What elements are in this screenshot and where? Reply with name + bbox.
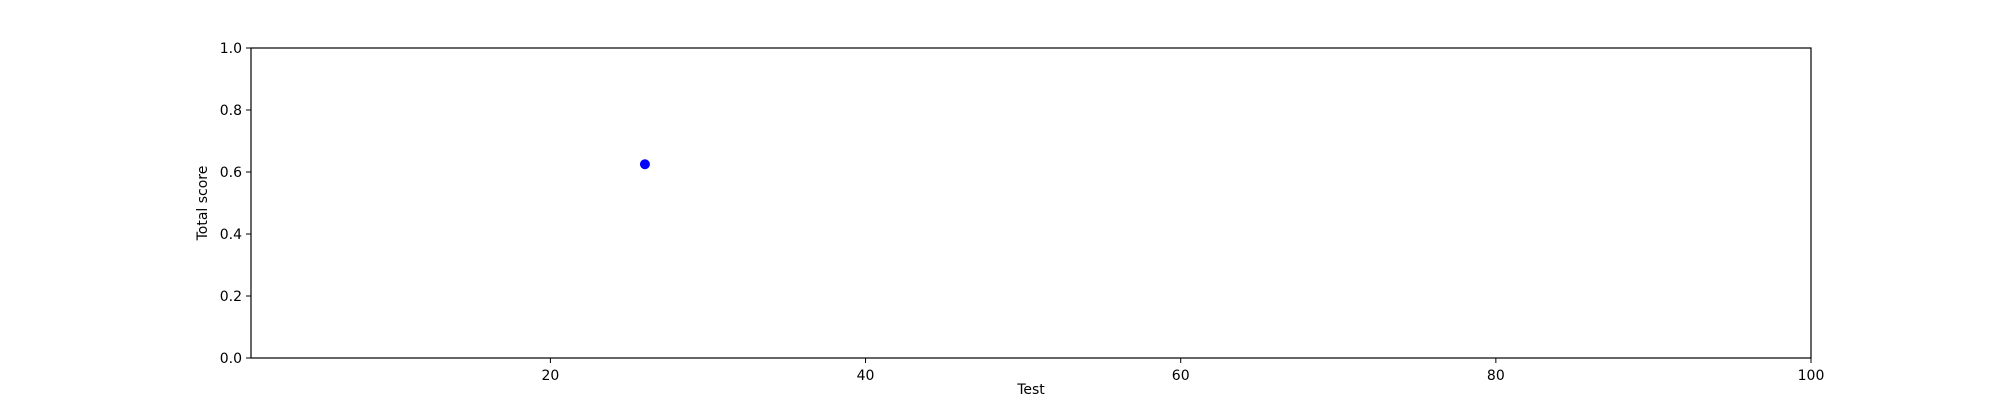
x-axis-label: Test bbox=[1016, 382, 1045, 398]
y-tick-label: 0.8 bbox=[220, 103, 242, 119]
y-tick-label: 0.6 bbox=[220, 165, 242, 181]
x-tick-label: 40 bbox=[857, 368, 875, 384]
y-tick-label: 0.0 bbox=[220, 351, 242, 367]
x-tick-label: 60 bbox=[1172, 368, 1190, 384]
x-tick-label: 100 bbox=[1798, 368, 1825, 384]
y-axis-ticks: 0.0 0.2 0.4 0.6 0.8 1.0 bbox=[220, 41, 251, 367]
y-tick-label: 1.0 bbox=[220, 41, 242, 57]
y-tick-label: 0.2 bbox=[220, 289, 242, 305]
x-tick-label: 80 bbox=[1487, 368, 1505, 384]
plot-area bbox=[250, 47, 1812, 359]
data-points bbox=[639, 159, 650, 170]
y-tick-label: 0.4 bbox=[220, 227, 242, 243]
x-axis-ticks: 20 40 60 80 100 bbox=[541, 358, 1824, 384]
x-tick-label: 20 bbox=[541, 368, 559, 384]
y-axis-label: Total score bbox=[195, 166, 211, 242]
data-point bbox=[639, 159, 650, 170]
